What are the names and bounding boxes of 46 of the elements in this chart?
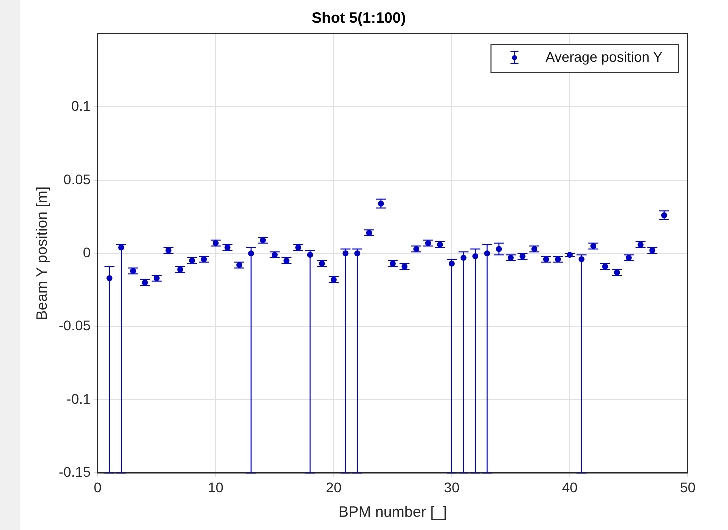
point — [414, 246, 420, 252]
y-tick-label: -0.05 — [58, 318, 92, 334]
x-tick-label: 50 — [680, 479, 696, 496]
point — [307, 252, 314, 258]
y-tick-label: -0.15 — [58, 464, 92, 480]
point — [178, 266, 184, 273]
point — [130, 268, 136, 274]
x-tick-label: 0 — [94, 479, 102, 496]
y-axis-title: Beam Y position [m] — [34, 186, 52, 320]
point — [296, 244, 302, 251]
x-tick-label: 30 — [444, 479, 460, 496]
point — [448, 260, 455, 267]
point — [566, 252, 573, 258]
point — [248, 250, 254, 257]
point — [342, 250, 349, 257]
x-tick-label: 20 — [326, 479, 342, 496]
y-tick-label: 0.05 — [64, 171, 92, 188]
y-tick-label: 0.1 — [71, 98, 92, 114]
point — [402, 264, 408, 270]
x-axis-title: BPM number [_] — [338, 504, 448, 522]
point — [650, 248, 656, 254]
y-tick-label: 0 — [83, 244, 92, 260]
point — [319, 260, 326, 267]
point — [166, 248, 172, 254]
chart-title: Shot 5(1:100) — [312, 10, 406, 28]
legend-label: Average position Y — [546, 48, 664, 65]
point — [484, 250, 490, 257]
point — [638, 242, 644, 248]
y-tick-label: -0.1 — [66, 390, 92, 407]
x-tick-label: 10 — [208, 479, 224, 496]
point — [590, 243, 597, 250]
point — [578, 256, 585, 262]
point — [425, 240, 432, 246]
x-tick-label: 40 — [562, 479, 578, 496]
point — [602, 264, 608, 270]
point — [212, 240, 219, 246]
point — [224, 244, 231, 251]
point — [460, 254, 467, 261]
point — [437, 242, 444, 248]
point — [472, 254, 479, 260]
point — [236, 262, 243, 268]
point — [118, 244, 125, 251]
point — [390, 260, 396, 267]
point — [354, 250, 361, 257]
point — [532, 246, 538, 252]
point — [106, 275, 113, 282]
